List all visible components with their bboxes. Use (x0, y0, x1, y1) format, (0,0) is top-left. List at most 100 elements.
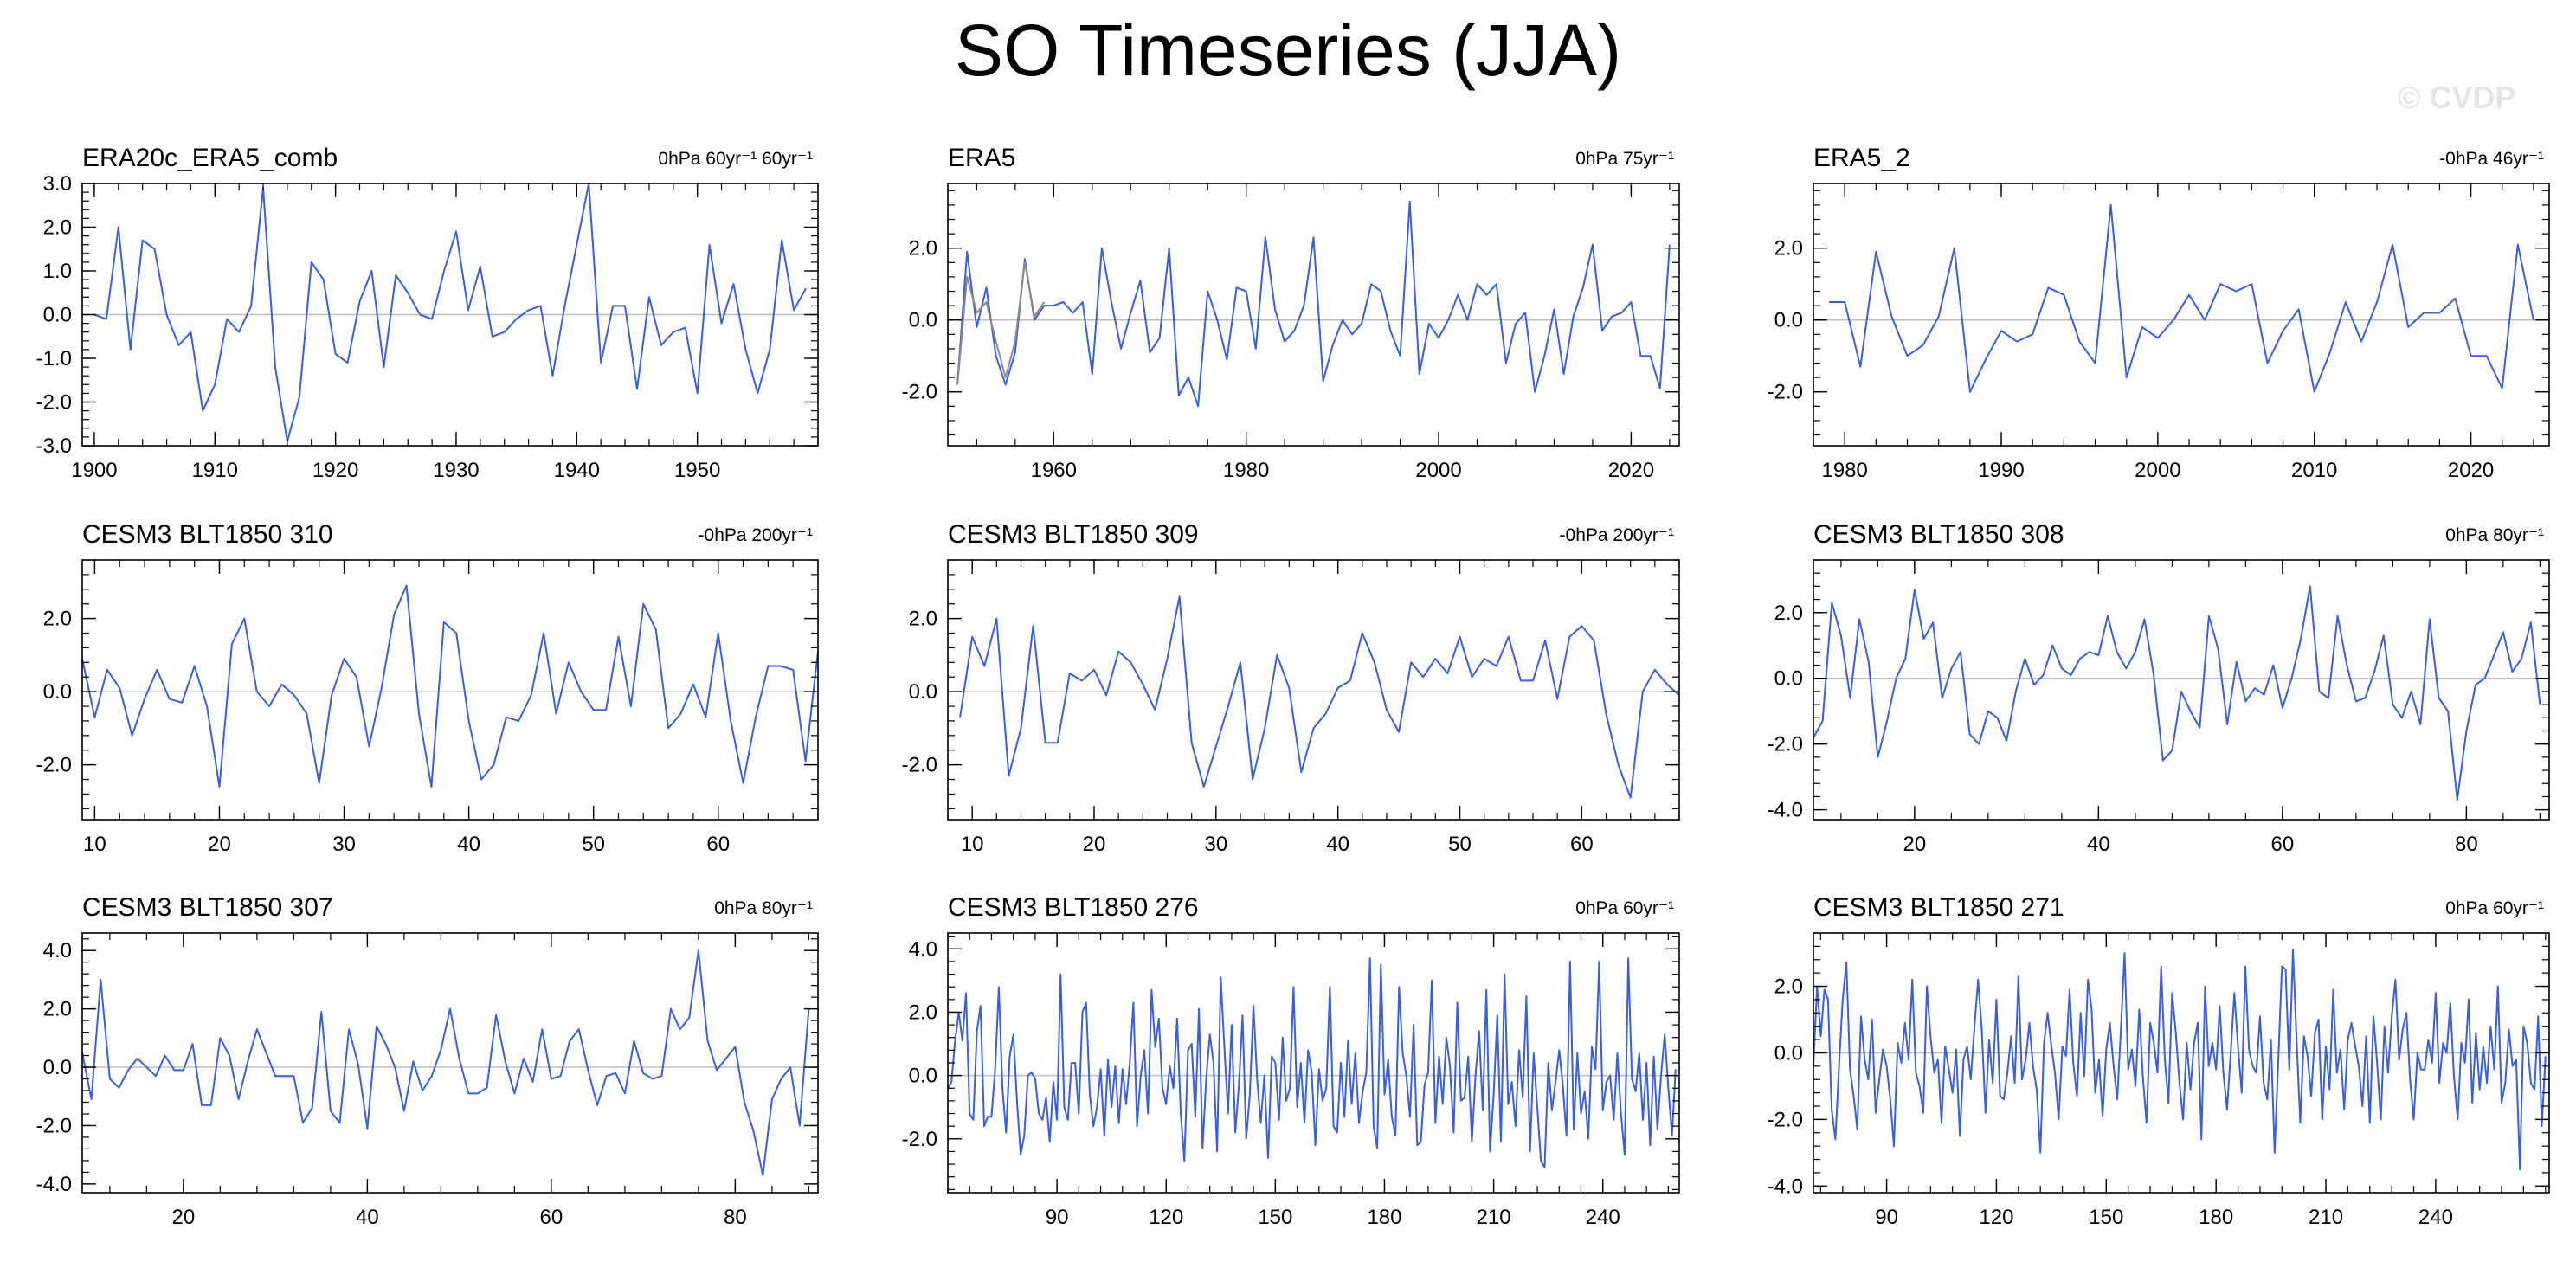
x-tick-label: 20 (208, 833, 231, 856)
x-tick-label: 150 (2089, 1206, 2123, 1229)
y-tick-label: 0.0 (43, 680, 72, 704)
y-tick-label: 0.0 (1774, 1041, 1803, 1065)
x-tick-label: 2020 (2448, 459, 2494, 482)
cvdp-watermark: © CVDP (2398, 80, 2516, 115)
y-tick-label: 4.0 (909, 937, 937, 961)
y-tick-label: 0.0 (43, 304, 72, 327)
panel-stats: -0hPa 200yr⁻¹ (1560, 525, 1674, 545)
plot-frame (1813, 183, 2550, 447)
y-tick-label: 0.0 (909, 1065, 937, 1088)
x-tick-label: 210 (2309, 1206, 2343, 1229)
x-tick-label: 150 (1258, 1206, 1292, 1229)
series-line-1 (1813, 585, 2541, 801)
panel-stats: 0hPa 75yr⁻¹ (1575, 149, 1674, 169)
x-tick-label: 30 (1204, 833, 1227, 856)
x-tick-label: 180 (2199, 1206, 2233, 1229)
x-tick-label: 40 (356, 1206, 379, 1229)
panel-7: -4.0 -2.0 0.0 2.0 4.0 20 40 60 80 CESM3 BLT1850 3… (36, 893, 819, 1229)
panel-5: -2.0 0.0 2.0 10 20 30 40 50 60 CESM3 BLT1850 309 -… (902, 520, 1680, 856)
series-line-1 (947, 957, 1677, 1168)
panel-title: CESM3 BLT1850 271 (1813, 893, 2064, 922)
panel-title: CESM3 BLT1850 307 (82, 893, 333, 922)
x-tick-label: 240 (2418, 1206, 2453, 1229)
panel-title: CESM3 BLT1850 276 (948, 893, 1199, 922)
y-tick-label: 2.0 (1774, 237, 1803, 261)
y-tick-label: 2.0 (43, 216, 72, 240)
y-tick-label: 2.0 (43, 998, 72, 1021)
series-line-1 (1813, 949, 2547, 1171)
panel-title: CESM3 BLT1850 310 (82, 520, 333, 549)
y-tick-label: -1.0 (36, 347, 72, 370)
panel-6: -4.0 -2.0 0.0 2.0 20 40 60 80 CESM3 BLT1850 308 0… (1768, 520, 2550, 856)
x-tick-label: 80 (724, 1206, 747, 1229)
x-tick-label: 20 (172, 1206, 196, 1229)
y-tick-label: 2.0 (909, 608, 937, 631)
y-tick-label: 0.0 (1774, 309, 1803, 332)
panel-3: -2.0 0.0 2.0 1980 1990 2000 2010 2020 ERA5_2 -0hP… (1768, 144, 2550, 482)
x-tick-label: 1950 (674, 459, 720, 482)
panel-1: -3.0 -2.0 -1.0 0.0 1.0 2.0 3.0 1900 1910 1920 1930… (36, 144, 819, 482)
panel-title: ERA5_2 (1813, 144, 1910, 172)
plot-frame (947, 559, 1680, 821)
y-tick-label: -4.0 (1768, 1175, 1803, 1198)
panel-stats: -0hPa 46yr⁻¹ (2439, 149, 2544, 169)
y-tick-label: 0.0 (43, 1056, 72, 1079)
y-tick-label: -2.0 (1768, 1108, 1803, 1131)
x-tick-label: 50 (1448, 833, 1472, 856)
x-tick-label: 1980 (1223, 459, 1269, 482)
x-tick-label: 40 (1326, 833, 1349, 856)
x-tick-label: 1980 (1821, 459, 1867, 482)
x-tick-label: 1940 (554, 459, 600, 482)
panel-9: -4.0 -2.0 0.0 2.0 90 120 150 180 210 240 CESM3 BLT… (1768, 893, 2550, 1229)
x-tick-label: 1920 (312, 459, 358, 482)
panel-title: ERA20c_ERA5_comb (82, 144, 338, 172)
x-tick-label: 50 (582, 833, 605, 856)
x-tick-label: 60 (540, 1206, 564, 1229)
series-line-1 (81, 584, 819, 788)
series-line-1 (1829, 203, 2534, 393)
x-tick-label: 60 (1570, 833, 1594, 856)
x-tick-label: 60 (706, 833, 730, 856)
y-tick-label: -3.0 (36, 434, 72, 458)
series-line-2 (956, 261, 1046, 385)
x-tick-label: 1900 (71, 459, 117, 482)
plot-frame (1813, 559, 2550, 821)
panel-stats: 0hPa 60yr⁻¹ 60yr⁻¹ (658, 149, 813, 169)
y-tick-label: -4.0 (36, 1173, 72, 1196)
y-tick-label: 2.0 (1774, 975, 1803, 999)
x-tick-label: 1960 (1031, 459, 1077, 482)
x-tick-label: 40 (2087, 833, 2110, 856)
y-tick-label: -2.0 (36, 754, 72, 777)
y-tick-label: 2.0 (1774, 602, 1803, 625)
panel-4: -2.0 0.0 2.0 10 20 30 40 50 60 CESM3 BLT1850 310 -… (36, 520, 819, 856)
y-tick-label: 1.0 (43, 260, 72, 283)
x-tick-label: 180 (1367, 1206, 1401, 1229)
series-line-1 (93, 183, 807, 442)
x-tick-label: 90 (1875, 1206, 1898, 1229)
x-tick-label: 20 (1083, 833, 1106, 856)
panel-stats: 0hPa 60yr⁻¹ (2445, 898, 2544, 918)
plot-frame (1813, 932, 2550, 1194)
y-tick-label: -2.0 (36, 391, 72, 415)
panel-title: CESM3 BLT1850 308 (1813, 520, 2064, 549)
panel-stats: -0hPa 200yr⁻¹ (699, 525, 813, 545)
plot-frame (81, 932, 819, 1194)
x-tick-label: 1910 (192, 459, 238, 482)
panel-stats: 0hPa 60yr⁻¹ (1575, 898, 1674, 918)
x-tick-label: 20 (1903, 833, 1927, 856)
y-tick-label: 2.0 (43, 608, 72, 631)
y-tick-label: -4.0 (1768, 799, 1803, 822)
panel-title: CESM3 BLT1850 309 (948, 520, 1199, 549)
y-tick-label: 3.0 (43, 172, 72, 196)
y-tick-label: 0.0 (1774, 667, 1803, 691)
y-tick-label: -2.0 (902, 1128, 937, 1151)
y-tick-label: 2.0 (909, 237, 937, 261)
x-tick-label: 120 (1149, 1206, 1183, 1229)
panel-title: ERA5 (948, 144, 1015, 172)
y-tick-label: -2.0 (902, 381, 937, 404)
panel-stats: 0hPa 80yr⁻¹ (714, 898, 813, 918)
x-tick-label: 10 (961, 833, 984, 856)
x-tick-label: 2010 (2291, 459, 2337, 482)
x-tick-label: 60 (2271, 833, 2295, 856)
